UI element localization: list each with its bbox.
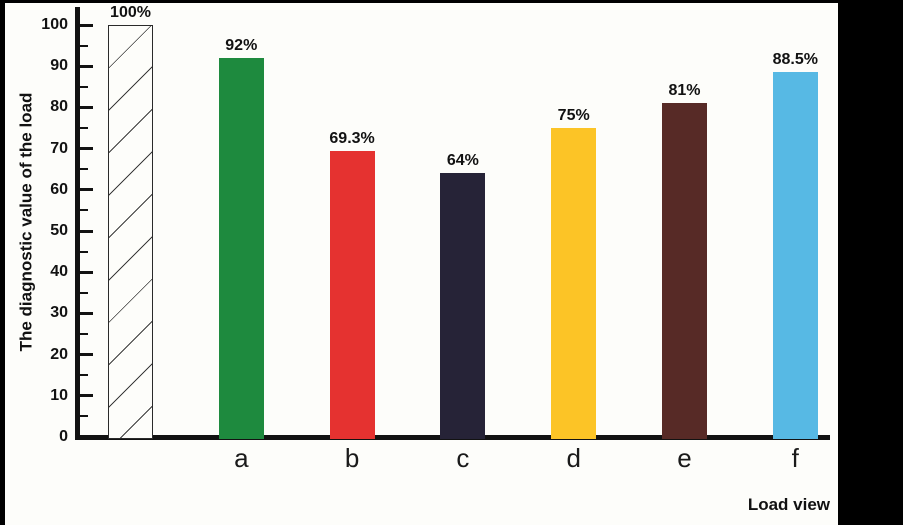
y-axis-major-tick bbox=[80, 353, 93, 357]
y-axis-tick-label: 40 bbox=[50, 263, 68, 281]
bar-value-label: 88.5% bbox=[772, 51, 818, 69]
y-axis-major-tick bbox=[80, 105, 93, 109]
bar-value-label: 75% bbox=[557, 107, 590, 124]
y-axis-tick-label: 90 bbox=[50, 57, 68, 75]
y-axis-tick-label: 60 bbox=[50, 180, 68, 198]
y-axis-minor-tick bbox=[80, 250, 88, 253]
y-axis-tick-label: 80 bbox=[50, 98, 68, 116]
bar-e bbox=[662, 103, 707, 439]
y-axis-minor-tick bbox=[80, 127, 88, 129]
x-tick-label-b: b bbox=[344, 443, 360, 473]
y-axis-minor-tick bbox=[80, 333, 88, 335]
y-axis-minor-tick bbox=[80, 168, 88, 171]
x-tick-label-d: d bbox=[566, 443, 581, 473]
bar-value-label: 92% bbox=[225, 36, 258, 54]
y-axis-minor-tick bbox=[80, 291, 88, 294]
y-axis-minor-tick bbox=[80, 209, 88, 212]
y-axis-minor-tick bbox=[80, 374, 88, 377]
y-axis-minor-tick bbox=[80, 85, 88, 88]
y-axis-minor-tick bbox=[80, 415, 88, 418]
y-axis-major-tick bbox=[80, 147, 93, 151]
y-axis-major-tick bbox=[80, 23, 93, 27]
y-axis-tick-label: 20 bbox=[50, 345, 68, 363]
bar-a bbox=[218, 57, 264, 439]
x-tick-label-f: f bbox=[791, 443, 799, 473]
bar-hatched bbox=[108, 25, 153, 439]
bar-c bbox=[440, 173, 486, 439]
bar-d bbox=[551, 128, 597, 439]
bar-value-label: 100% bbox=[110, 4, 151, 21]
y-axis-minor-tick bbox=[80, 44, 88, 47]
y-axis-major-tick bbox=[80, 188, 93, 192]
y-axis-major-tick bbox=[80, 311, 93, 315]
y-axis-major-tick bbox=[80, 270, 93, 274]
x-tick-label-e: e bbox=[677, 443, 692, 473]
bar-value-label: 69.3% bbox=[329, 130, 375, 148]
bar-b bbox=[329, 151, 375, 439]
y-axis-tick-label: 30 bbox=[50, 304, 68, 322]
bar-value-label: 64% bbox=[446, 152, 479, 170]
y-axis-major-tick bbox=[80, 229, 93, 233]
y-axis-major-tick bbox=[80, 435, 93, 439]
y-axis-tick-label: 70 bbox=[50, 139, 68, 157]
y-axis-tick-label: 0 bbox=[59, 428, 68, 445]
x-tick-label-c: c bbox=[456, 443, 470, 473]
y-axis-spine bbox=[75, 7, 80, 440]
y-axis-major-tick bbox=[80, 394, 93, 398]
y-axis-tick-label: 10 bbox=[50, 386, 68, 404]
chart-area: The diagnostic value of the load 0 10 20 30… bbox=[5, 3, 838, 525]
bar-value-label: 81% bbox=[668, 82, 701, 100]
y-axis-major-tick bbox=[80, 64, 93, 68]
x-tick-label-a: a bbox=[234, 443, 249, 473]
bar-f bbox=[772, 72, 818, 439]
y-axis-tick-label: 100 bbox=[41, 16, 68, 33]
y-axis-tick-label: 50 bbox=[50, 222, 68, 239]
x-axis-title: Load view bbox=[747, 495, 830, 514]
